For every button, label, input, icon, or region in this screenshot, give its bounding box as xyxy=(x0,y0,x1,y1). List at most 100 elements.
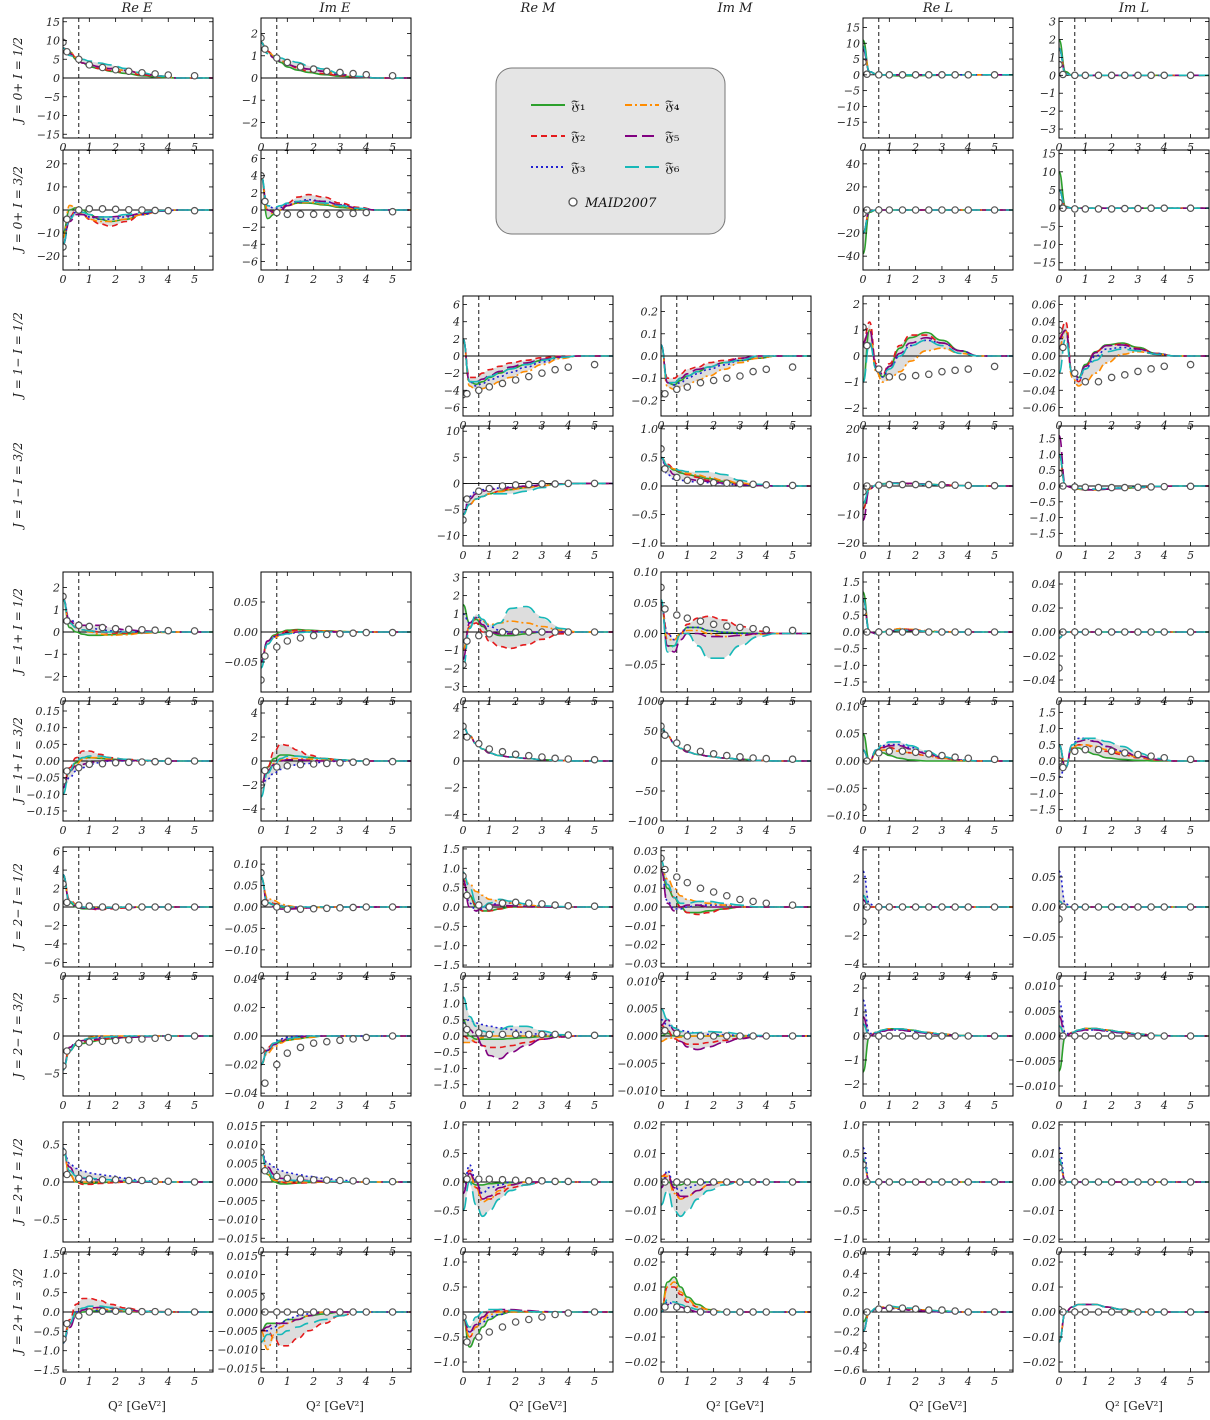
maid-point xyxy=(964,1308,973,1316)
curve-model-5 xyxy=(463,616,613,661)
panel-plot-area xyxy=(1059,150,1209,270)
panel-plot-area xyxy=(261,1122,411,1242)
y-tick-label: −1.0 xyxy=(33,1345,60,1358)
panel-r9-c0: 0 1 2 3 4 5 −1.5 −1.0 −0.5 0.0 0.5 1.0 1.5 xyxy=(33,1248,214,1388)
curve-model-1 xyxy=(1059,1158,1209,1183)
maid-point xyxy=(261,1293,265,1301)
y-tick-label: −0.05 xyxy=(826,782,860,795)
curve-model-6 xyxy=(661,725,811,762)
maid-point xyxy=(749,1308,757,1316)
maid-point xyxy=(138,68,146,77)
maid-point xyxy=(762,899,771,908)
y-tick-label: −1.0 xyxy=(433,1356,460,1369)
curve-model-6 xyxy=(863,597,1013,635)
maid-point xyxy=(924,628,933,636)
maid-point xyxy=(498,1030,507,1039)
curve-model-1 xyxy=(863,1158,1013,1183)
maid-point xyxy=(498,1175,507,1184)
maid-point xyxy=(964,903,973,911)
maid-point xyxy=(1160,753,1169,762)
maid-point xyxy=(283,210,292,219)
maid-point xyxy=(164,757,173,766)
panel-plot-area xyxy=(463,847,613,967)
maid-point xyxy=(85,61,94,69)
y-tick-label: 10 xyxy=(46,181,60,194)
maid-point xyxy=(1094,1178,1103,1186)
maid-point xyxy=(661,445,665,453)
y-tick-label: −2 xyxy=(844,402,860,415)
maid-point xyxy=(874,628,883,636)
curve-model-4 xyxy=(661,725,811,762)
y-tick-label: 0.04 xyxy=(1032,316,1057,329)
maid-point xyxy=(1160,903,1169,911)
curve-model-2 xyxy=(1059,453,1209,491)
x-tick-label: 3 xyxy=(1134,549,1141,562)
maid-point xyxy=(485,630,494,638)
x-tick-label: 4 xyxy=(964,824,972,837)
maid-point xyxy=(336,1176,344,1185)
panel-r8-c1: 0 1 2 3 4 5−0.015−0.010−0.0050.0000.0050.0100… xyxy=(217,1120,412,1258)
maid-point xyxy=(1147,1308,1155,1316)
maid-point xyxy=(696,1308,705,1316)
uncertainty-band xyxy=(661,726,811,761)
maid-point xyxy=(1147,483,1155,491)
x-tick-label: 1 xyxy=(86,1099,93,1112)
curve-model-6 xyxy=(863,209,1013,234)
y-tick-label: 0.0 xyxy=(641,480,659,493)
maid-point xyxy=(498,747,507,756)
curve-model-6 xyxy=(63,209,213,246)
curve-model-4 xyxy=(1059,900,1209,908)
maid-point xyxy=(1134,750,1142,759)
curve-model-6 xyxy=(261,755,411,798)
y-tick-label: 2 xyxy=(250,187,258,200)
maid-point xyxy=(111,903,120,911)
y-tick-label: 10 xyxy=(46,35,60,48)
y-tick-label: −2 xyxy=(444,662,460,675)
maid-point xyxy=(749,897,757,906)
maid-point xyxy=(911,1178,920,1186)
x-tick-label: 4 xyxy=(1160,273,1168,286)
curve-model-2 xyxy=(463,622,613,651)
y-tick-label: 1.5 xyxy=(1039,433,1057,446)
curve-model-4 xyxy=(863,1158,1013,1183)
maid-point xyxy=(474,901,483,909)
maid-point xyxy=(551,754,559,763)
x-tick-label: 5 xyxy=(591,549,598,562)
maid-point xyxy=(138,206,146,214)
maid-point xyxy=(272,763,281,771)
maid-point xyxy=(1120,483,1129,492)
maid-point xyxy=(924,903,933,911)
uncertainty-band xyxy=(1059,1147,1209,1182)
maid-point xyxy=(151,757,159,766)
maid-point xyxy=(990,1178,999,1186)
maid-point xyxy=(749,1032,757,1040)
maid-point xyxy=(885,71,894,79)
y-tick-label: −0.005 xyxy=(217,1325,258,1338)
panel-plot-area xyxy=(863,18,1013,138)
y-tick-label: 0.5 xyxy=(1039,739,1057,752)
panel-plot-area xyxy=(63,701,213,821)
maid-point xyxy=(538,628,546,636)
maid-point xyxy=(283,905,292,913)
maid-point xyxy=(336,68,344,77)
maid-point xyxy=(722,479,731,487)
maid-point xyxy=(538,1313,546,1321)
x-tick-label: 2 xyxy=(511,1099,519,1112)
maid-point xyxy=(388,757,397,766)
y-tick-label: 0 xyxy=(853,204,860,217)
x-tick-label: 4 xyxy=(564,1099,572,1112)
y-tick-label: −0.6 xyxy=(833,1364,860,1377)
maid-point xyxy=(1120,1178,1129,1186)
maid-point xyxy=(63,1170,71,1179)
maid-point xyxy=(463,891,471,900)
panel-plot-area xyxy=(863,976,1013,1096)
y-tick-label: 2 xyxy=(250,731,258,744)
y-tick-label: 0 xyxy=(53,626,60,639)
x-tick-label: 0 xyxy=(60,273,67,286)
maid-point xyxy=(683,743,692,752)
maid-point xyxy=(388,1308,397,1316)
maid-point xyxy=(551,901,559,909)
maid-point xyxy=(661,731,669,740)
maid-point xyxy=(1134,483,1142,492)
y-tick-label: 1 xyxy=(853,1006,860,1019)
